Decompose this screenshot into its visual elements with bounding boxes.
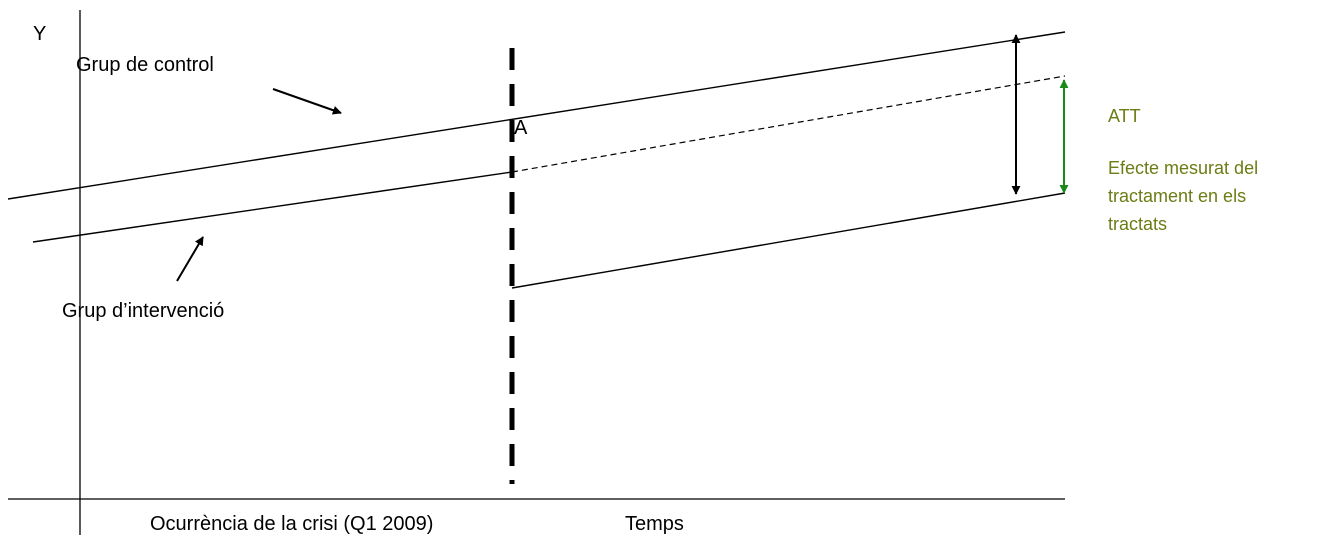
y-axis-label: Y bbox=[33, 23, 46, 45]
control-pointer-arrow bbox=[272, 88, 342, 115]
point-a-label: A bbox=[514, 117, 528, 139]
counterfactual-line bbox=[511, 75, 1066, 173]
crisis-label: Ocurrència de la crisi (Q1 2009) bbox=[150, 513, 433, 535]
time-label: Temps bbox=[625, 513, 684, 535]
effect-label-line-1: Efecte mesurat del bbox=[1108, 158, 1258, 178]
control-group-line bbox=[7, 31, 1066, 200]
effect-label-line-3: tractats bbox=[1108, 214, 1167, 234]
att-label: ATT bbox=[1108, 106, 1141, 126]
intervention-pointer-arrow bbox=[176, 236, 204, 282]
intervention-group-label: Grup d’intervenció bbox=[62, 300, 224, 322]
post-crisis-intervention-line bbox=[511, 192, 1066, 289]
intervention-group-line bbox=[32, 171, 513, 243]
effect-label-line-2: tractament en els bbox=[1108, 186, 1246, 206]
control-group-label: Grup de control bbox=[76, 54, 214, 76]
